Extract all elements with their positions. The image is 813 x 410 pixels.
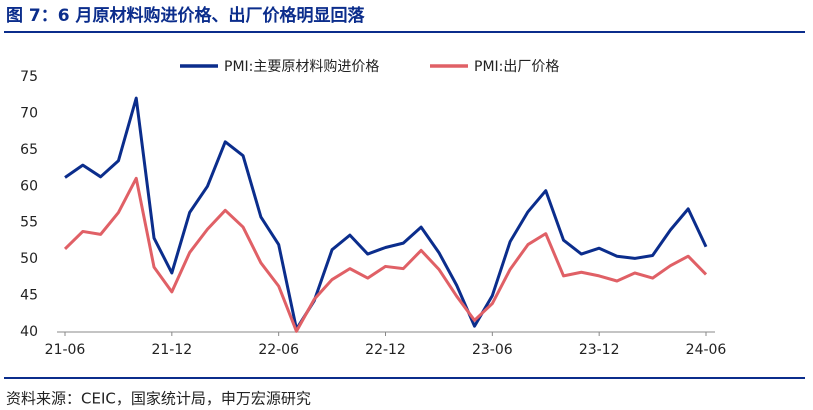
x-tick-label: 24-06: [686, 342, 727, 358]
y-tick-label: 50: [20, 251, 38, 267]
legend-label: PMI:出厂价格: [474, 59, 559, 75]
y-tick-label: 75: [20, 69, 38, 85]
series-line: [64, 96, 708, 331]
x-tick-label: 23-06: [472, 342, 513, 358]
x-tick-label: 23-12: [579, 342, 620, 358]
y-tick-label: 55: [20, 215, 38, 231]
y-tick-label: 40: [20, 324, 38, 340]
x-tick-label: 22-06: [258, 342, 299, 358]
y-tick-label: 65: [20, 142, 38, 158]
series-line: [63, 176, 708, 333]
legend-label: PMI:主要原材料购进价格: [224, 59, 379, 75]
x-tick-label: 22-12: [365, 342, 406, 358]
source: 资料来源：CEIC，国家统计局，申万宏源研究: [6, 390, 311, 408]
y-tick-label: 60: [20, 178, 38, 194]
chart-title: 图 7：6 月原材料购进价格、出厂价格明显回落: [6, 5, 365, 26]
y-tick-label: 45: [20, 288, 38, 304]
x-tick-label: 21-06: [45, 342, 86, 358]
x-tick-label: 21-12: [151, 342, 192, 358]
y-tick-label: 70: [20, 105, 38, 121]
